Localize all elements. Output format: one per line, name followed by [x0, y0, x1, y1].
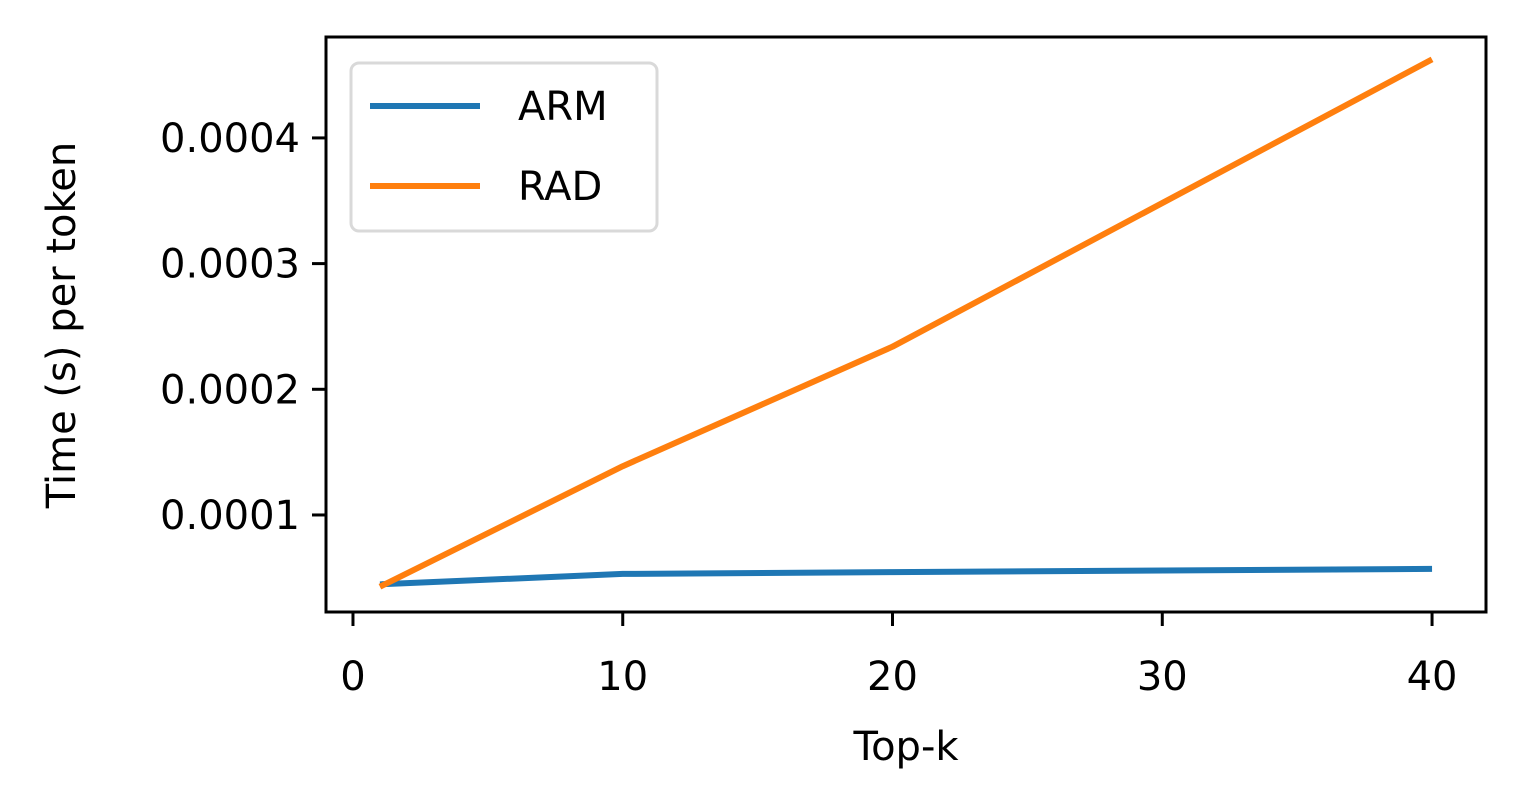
x-tick-label: 0	[340, 654, 365, 700]
legend: ARM RAD	[349, 61, 659, 233]
series-line-rad	[378, 56, 1434, 590]
plot-frame	[324, 35, 1488, 614]
x-axis-label: Top-k	[852, 724, 959, 770]
x-tick-label: 20	[867, 654, 918, 700]
y-tick-label: 0.0001	[160, 493, 300, 539]
y-tick-label: 0.0004	[160, 116, 300, 162]
y-axis-ticks: 0.0001 0.0002 0.0003 0.0004	[160, 116, 326, 539]
legend-box	[349, 61, 659, 233]
legend-label-arm: ARM	[518, 84, 608, 130]
y-tick-label: 0.0003	[160, 242, 300, 288]
x-axis-ticks: 0 10 20 30 40	[340, 612, 1457, 700]
y-tick-label: 0.0002	[160, 367, 300, 413]
x-tick-label: 10	[597, 654, 648, 700]
series-line-arm	[379, 565, 1433, 588]
series-layer	[378, 56, 1434, 590]
x-tick-label: 30	[1137, 654, 1188, 700]
y-axis-label: Time (s) per token	[39, 142, 85, 509]
x-tick-label: 40	[1407, 654, 1458, 700]
legend-label-rad: RAD	[518, 164, 602, 210]
